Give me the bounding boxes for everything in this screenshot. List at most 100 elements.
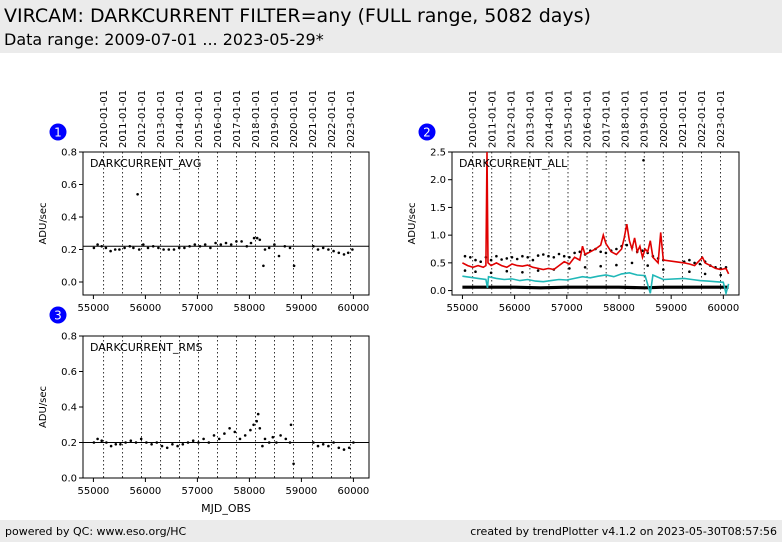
chart1-plot-frame bbox=[82, 151, 370, 296]
chart1-series-0-point-24 bbox=[203, 243, 207, 246]
chart2-year-label-4: 2014-01-01 bbox=[544, 90, 555, 148]
chart2-x-tick-label-5: 60000 bbox=[707, 303, 739, 314]
chart1-series-0-point-23 bbox=[198, 245, 202, 248]
chart3-series-0-point-17 bbox=[176, 444, 179, 448]
chart3-series-0-point-49 bbox=[327, 444, 330, 448]
chart2-year-label-3: 2013-01-01 bbox=[525, 90, 536, 148]
chart2-series-0-point-1 bbox=[469, 255, 472, 259]
chart3-series-0-point-13 bbox=[155, 441, 159, 444]
chart2-x-tick-label-3: 58000 bbox=[603, 303, 635, 314]
chart1-series-0-point-29 bbox=[229, 243, 233, 246]
chart1-series-0-point-6 bbox=[118, 248, 121, 251]
chart2-year-label-1: 2011-01-01 bbox=[487, 90, 498, 148]
chart3-x-tick-label-2: 57000 bbox=[181, 486, 213, 497]
chart3-series-0-point-29 bbox=[238, 437, 242, 441]
chart1-series-0-point-48 bbox=[327, 248, 330, 251]
chart3-x-tick-label-3: 58000 bbox=[233, 486, 265, 497]
chart2-x-tick-label-4: 59000 bbox=[655, 303, 687, 314]
chart2-series-0-point-59 bbox=[615, 263, 618, 267]
chart2-series-0-point-10 bbox=[515, 257, 519, 261]
chart3-series-0-point-52 bbox=[342, 448, 346, 451]
chart1-series-0-point-26 bbox=[214, 241, 217, 245]
chart3-series-0-point-20 bbox=[191, 439, 195, 443]
chart3-series-0-point-51 bbox=[337, 446, 341, 450]
chart3-series-0-point-22 bbox=[202, 437, 205, 441]
page-header: VIRCAM: DARKCURRENT FILTER=any (FULL ran… bbox=[0, 0, 782, 53]
chart2-year-label-10: 2020-01-01 bbox=[659, 90, 670, 148]
chart3-series-0-point-46 bbox=[312, 441, 315, 444]
chart3-series-0-point-41 bbox=[279, 434, 282, 437]
chart2-year-label-9: 2019-01-01 bbox=[640, 90, 651, 148]
chart3-series-0-point-16 bbox=[171, 443, 174, 446]
chart3-series-0-point-2 bbox=[100, 439, 103, 443]
chart1-series-0-point-45 bbox=[312, 245, 315, 248]
chart3-series-0-point-14 bbox=[160, 444, 164, 448]
chart3-series-0-point-3 bbox=[105, 441, 108, 444]
chart2-series-0-point-49 bbox=[463, 269, 467, 272]
chart1-y-tick-label-0: 0.0 bbox=[61, 278, 77, 289]
chart1-panel-badge bbox=[49, 123, 67, 141]
chart1-series-0-point-43 bbox=[288, 246, 292, 250]
chart3-series-0-point-1 bbox=[96, 437, 99, 441]
chart2-y-axis-label: ADU/sec bbox=[407, 202, 418, 244]
chart2-panel-label: DARKCURRENT_ALL bbox=[459, 157, 568, 170]
chart1-x-tick-label-0: 55000 bbox=[77, 303, 109, 314]
chart1-series-0-point-1 bbox=[96, 243, 99, 246]
chart3-series-0-point-37 bbox=[263, 437, 267, 441]
chart1-series-0-point-21 bbox=[188, 245, 191, 248]
chart2-series-2-line bbox=[462, 152, 730, 275]
chart1-series-0-point-14 bbox=[151, 245, 155, 248]
chart1-series-0-point-53 bbox=[351, 248, 354, 251]
chart2-series-0-point-58 bbox=[599, 264, 602, 268]
chart2-y-tick-label-1: 0.5 bbox=[430, 258, 446, 269]
chart2-series-0-point-60 bbox=[630, 261, 634, 265]
chart3-series-0-point-28 bbox=[233, 430, 237, 434]
chart1-series-0-point-34 bbox=[252, 236, 256, 240]
chart1-panel-label: DARKCURRENT_AVG bbox=[90, 157, 201, 170]
chart3-panel-badge-number: 3 bbox=[54, 309, 62, 323]
chart1-year-label-7: 2017-01-01 bbox=[232, 90, 243, 148]
chart2-y-tick-label-3: 1.5 bbox=[430, 203, 446, 214]
chart1-year-label-9: 2019-01-01 bbox=[270, 90, 281, 148]
chart2-series-0-point-61 bbox=[646, 264, 649, 267]
chart3-series-0-point-7 bbox=[124, 441, 127, 444]
chart1-series-0-point-39 bbox=[267, 246, 271, 250]
chart1-series-0-point-30 bbox=[235, 240, 238, 243]
chart1-series-0-point-4 bbox=[109, 249, 112, 253]
chart2-series-0-point-53 bbox=[521, 271, 524, 274]
chart3-series-0-point-38 bbox=[267, 441, 271, 444]
chart3-series-0-point-30 bbox=[243, 434, 247, 437]
chart3-series-0-point-12 bbox=[150, 443, 153, 446]
chart2-series-3-line bbox=[462, 271, 730, 295]
chart2-y-tick-label-4: 2.0 bbox=[430, 175, 446, 186]
chart2-series-0-point-21 bbox=[573, 251, 576, 255]
chart2-series-0-point-52 bbox=[505, 269, 509, 273]
chart1-series-0-point-51 bbox=[342, 253, 346, 256]
chart1-y-tick-label-4: 0.8 bbox=[61, 148, 77, 159]
chart3-panel-badge bbox=[49, 306, 67, 324]
chart3-series-0-point-53 bbox=[347, 446, 351, 450]
chart3-series-0-point-8 bbox=[129, 439, 133, 443]
chart2-series-0-point-54 bbox=[536, 269, 540, 272]
chart1-series-0-point-44 bbox=[292, 264, 296, 268]
chart2-x-tick-label-1: 56000 bbox=[499, 303, 531, 314]
chart3-series-0-point-43 bbox=[288, 441, 292, 444]
chart2-year-label-5: 2015-01-01 bbox=[564, 90, 575, 148]
chart1-series-0-point-46 bbox=[316, 248, 320, 251]
footer-timestamp: created by trendPlotter v4.1.2 on 2023-0… bbox=[470, 525, 777, 538]
chart3-series-0-point-0 bbox=[92, 441, 96, 444]
chart3-series-0-point-27 bbox=[228, 427, 231, 430]
chart1-x-tick-label-5: 60000 bbox=[337, 303, 369, 314]
chart2-series-0-point-5 bbox=[489, 258, 493, 262]
chart2-series-0-point-20 bbox=[568, 255, 571, 259]
chart3-series-0-point-9 bbox=[134, 441, 138, 444]
chart2-series-0-point-43 bbox=[698, 262, 702, 266]
chart2-year-label-13: 2023-01-01 bbox=[716, 90, 727, 148]
chart3-series-0-point-42 bbox=[284, 437, 288, 441]
chart2-year-label-2: 2012-01-01 bbox=[506, 90, 517, 148]
chart1-series-0-point-17 bbox=[167, 248, 171, 251]
chart3-panel-label: DARKCURRENT_RMS bbox=[90, 341, 203, 354]
chart2-series-0-point-42 bbox=[693, 261, 696, 265]
chart2-year-label-0: 2010-01-01 bbox=[468, 90, 479, 148]
chart2-year-label-12: 2022-01-01 bbox=[697, 90, 708, 148]
